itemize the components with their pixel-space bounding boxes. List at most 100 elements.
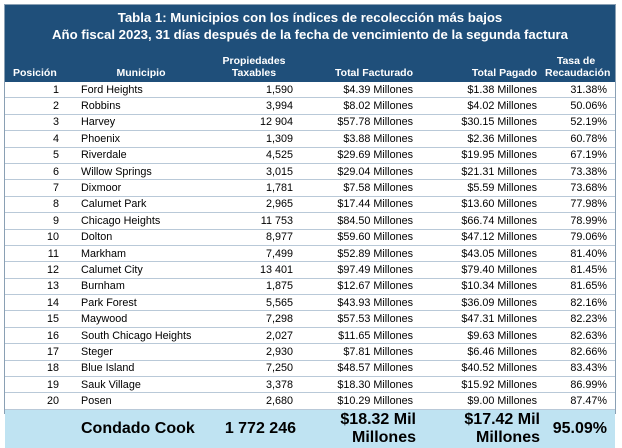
table-row: 14 Park Forest 5,565 $43.93 Millones $36.09 … [5,294,615,312]
table-row: 11 Markham 7,499 $52.89 Millones $43.05 Mill… [5,245,615,263]
position-cell: 13 [5,278,71,296]
rate-cell: 81.45% [541,261,615,279]
billed-cell: $43.93 Millones [297,294,417,312]
municipality-cell: Steger [71,343,211,361]
billed-cell: $10.29 Millones [297,392,417,410]
municipality-cell: Calumet Park [71,196,211,214]
position-cell: 5 [5,147,71,164]
rate-cell: 83.43% [541,360,615,378]
properties-cell: 3,378 [211,376,297,394]
properties-cell: 2,965 [211,196,297,214]
billed-cell: $8.02 Millones [297,97,417,115]
billed-cell: $57.53 Millones [297,310,417,328]
table-row: 2 Robbins 3,994 $8.02 Millones $4.02 Millone… [5,97,615,115]
municipality-cell: Willow Springs [71,163,211,181]
billed-cell: $29.04 Millones [297,163,417,181]
table-row: 4 Phoenix 1,309 $3.88 Millones $2.36 Millone… [5,130,615,148]
total-paid-cell: $17.42 Mil Millones [417,409,541,448]
total-properties-cell: 1 772 246 [211,409,297,448]
rate-cell: 31.38% [541,82,615,99]
billed-cell: $11.65 Millones [297,327,417,345]
properties-cell: 1,875 [211,278,297,296]
billed-cell: $29.69 Millones [297,147,417,164]
municipality-cell: South Chicago Heights [71,327,211,345]
rate-cell: 87.47% [541,392,615,410]
header-properties: Propiedades Taxables [211,49,297,82]
municipality-cell: Calumet City [71,261,211,279]
table-row: 15 Maywood 7,298 $57.53 Millones $47.31 Mill… [5,310,615,328]
billed-cell: $57.78 Millones [297,114,417,132]
paid-cell: $5.59 Millones [417,179,541,197]
municipality-cell: Harvey [71,114,211,132]
paid-cell: $36.09 Millones [417,294,541,312]
properties-cell: 7,499 [211,245,297,263]
paid-cell: $6.46 Millones [417,343,541,361]
paid-cell: $66.74 Millones [417,212,541,230]
rate-cell: 73.68% [541,179,615,197]
rate-cell: 86.99% [541,376,615,394]
billed-cell: $7.58 Millones [297,179,417,197]
properties-cell: 4,525 [211,147,297,164]
header-rate-line-1: Tasa de [556,55,596,67]
position-cell: 15 [5,310,71,328]
position-cell: 8 [5,196,71,214]
rate-cell: 81.65% [541,278,615,296]
position-cell: 17 [5,343,71,361]
properties-cell: 7,250 [211,360,297,378]
position-cell: 2 [5,97,71,115]
municipality-cell: Sauk Village [71,376,211,394]
table-row: 10 Dolton 8,977 $59.60 Millones $47.12 Millo… [5,229,615,246]
total-row: Condado Cook 1 772 246 $18.32 Mil Millon… [5,409,615,448]
position-cell: 18 [5,360,71,378]
billed-cell: $84.50 Millones [297,212,417,230]
properties-cell: 8,977 [211,229,297,246]
rate-cell: 52.19% [541,114,615,132]
properties-cell: 3,015 [211,163,297,181]
header-collection-rate: Tasa de Recaudación [541,49,615,82]
position-cell: 7 [5,179,71,197]
municipality-cell: Posen [71,392,211,410]
paid-cell: $2.36 Millones [417,130,541,148]
total-rate-cell: 95.09% [541,409,615,448]
table-title: Tabla 1: Municipios con los índices de r… [5,5,615,49]
billed-cell: $7.81 Millones [297,343,417,361]
properties-cell: 12 904 [211,114,297,132]
rate-cell: 78.99% [541,212,615,230]
total-position-cell [5,409,71,448]
billed-cell: $4.39 Millones [297,82,417,99]
rate-cell: 79.06% [541,229,615,246]
position-cell: 1 [5,82,71,99]
municipality-cell: Robbins [71,97,211,115]
billed-cell: $52.89 Millones [297,245,417,263]
municipality-cell: Park Forest [71,294,211,312]
table-row: 20 Posen 2,680 $10.29 Millones $9.00 Millone… [5,392,615,410]
header-position: Posición [5,49,71,82]
properties-cell: 3,994 [211,97,297,115]
total-billed-cell: $18.32 Mil Millones [297,409,417,448]
billed-cell: $18.30 Millones [297,376,417,394]
position-cell: 3 [5,114,71,132]
municipality-cell: Chicago Heights [71,212,211,230]
billed-cell: $3.88 Millones [297,130,417,148]
paid-cell: $79.40 Millones [417,261,541,279]
table-title-line-2: Año fiscal 2023, 31 días después de la f… [52,27,568,42]
municipality-cell: Dolton [71,229,211,246]
position-cell: 10 [5,229,71,246]
rate-cell: 82.23% [541,310,615,328]
rate-cell: 73.38% [541,163,615,181]
table-header-row: Posición Municipio Propiedades Taxables T… [5,49,615,82]
rate-cell: 82.66% [541,343,615,361]
table-row: 7 Dixmoor 1,781 $7.58 Millones $5.59 Millone… [5,179,615,197]
rate-cell: 77.98% [541,196,615,214]
table-row: 13 Burnham 1,875 $12.67 Millones $10.34 Mill… [5,278,615,296]
header-total-paid: Total Pagado [417,49,541,82]
municipality-cell: Dixmoor [71,179,211,197]
paid-cell: $9.00 Millones [417,392,541,410]
table-row: 16 South Chicago Heights 2,027 $11.65 Millo… [5,327,615,345]
paid-cell: $21.31 Millones [417,163,541,181]
municipality-cell: Riverdale [71,147,211,164]
table-row: 6 Willow Springs 3,015 $29.04 Millones $21.3… [5,163,615,181]
table-row: 18 Blue Island 7,250 $48.57 Millones $40.52 … [5,360,615,378]
rate-cell: 50.06% [541,97,615,115]
paid-cell: $47.31 Millones [417,310,541,328]
